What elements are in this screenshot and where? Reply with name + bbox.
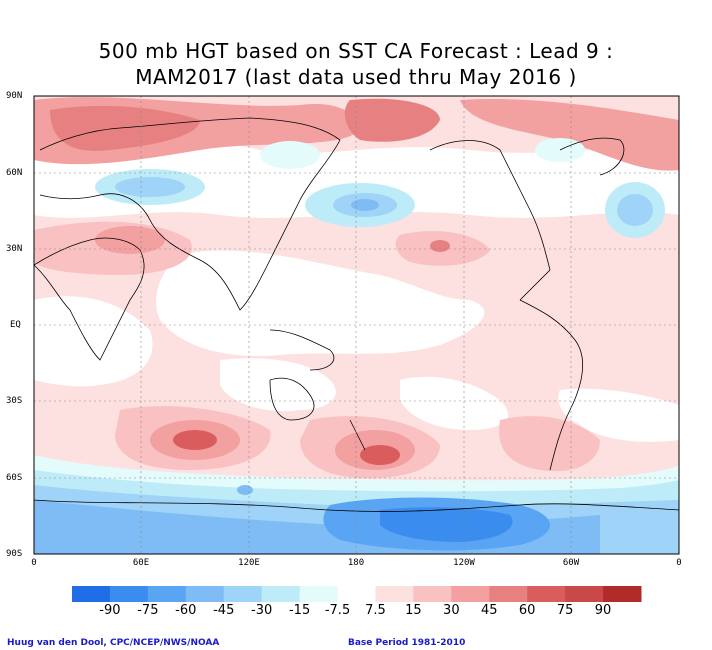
colorbar-swatch xyxy=(489,586,528,602)
colorbar-swatch xyxy=(299,586,339,602)
lat-label-60n: 60N xyxy=(6,168,23,178)
lon-label-120e: 120E xyxy=(238,558,260,568)
colorbar-tick-label: -30 xyxy=(251,603,273,618)
map-title-line1: 500 mb HGT based on SST CA Forecast : Le… xyxy=(98,39,614,63)
lon-label-180: 180 xyxy=(347,558,365,568)
lat-label-30n: 30N xyxy=(6,244,23,254)
colorbar-swatch xyxy=(451,586,490,602)
footer-credit: Huug van den Dool, CPC/NCEP/NWS/NOAA xyxy=(7,638,220,648)
colorbar-swatch xyxy=(223,586,263,602)
colorbar-tick-label: -90 xyxy=(99,603,121,618)
colorbar-swatch xyxy=(527,586,566,602)
graticule xyxy=(34,96,679,554)
colorbar-tick-label: 15 xyxy=(405,603,422,618)
colorbar-swatch xyxy=(72,586,111,602)
colorbar-tick-label: -15 xyxy=(288,603,311,618)
lon-label-0-right: 0 xyxy=(676,558,682,568)
colorbar-swatch xyxy=(375,586,414,602)
colorbar-swatch xyxy=(147,586,187,602)
colorbar-tick-label: 90 xyxy=(594,603,612,618)
colorbar-tick-label: 7.5 xyxy=(365,603,386,618)
lat-label-30s: 30S xyxy=(6,396,23,406)
colorbar-tick-label: -7.5 xyxy=(324,603,351,618)
lon-label-0: 0 xyxy=(31,558,37,568)
colorbar-tick-label: 75 xyxy=(556,603,574,618)
colorbar xyxy=(72,586,642,602)
lat-label-90s: 90S xyxy=(6,549,23,559)
colorbar-swatch xyxy=(603,586,642,602)
footer-base-period: Base Period 1981-2010 xyxy=(348,638,466,648)
colorbar-tick-label: -75 xyxy=(137,603,159,618)
colorbar-swatch xyxy=(261,586,301,602)
colorbar-swatch xyxy=(565,586,604,602)
lon-label-120w: 120W xyxy=(453,558,475,568)
lat-label-90n: 90N xyxy=(6,91,23,101)
lat-label-60s: 60S xyxy=(6,473,23,483)
lon-label-60w: 60W xyxy=(562,558,580,568)
map-title-line2: MAM2017 (last data used thru May 2016 ) xyxy=(135,65,577,89)
colorbar-tick-label: 45 xyxy=(480,603,498,618)
lon-label-60e: 60E xyxy=(132,558,150,568)
colorbar-swatch xyxy=(413,586,452,602)
lat-label-eq: EQ xyxy=(10,320,21,330)
colorbar-tick-label: 60 xyxy=(518,603,536,618)
coastlines xyxy=(34,117,679,512)
colorbar-tick-label: 30 xyxy=(443,603,460,618)
colorbar-swatch xyxy=(185,586,225,602)
colorbar-swatch xyxy=(109,586,149,602)
colorbar-tick-label: -60 xyxy=(175,603,197,618)
map-frame xyxy=(33,95,680,555)
colorbar-swatch xyxy=(337,586,376,602)
colorbar-tick-label: -45 xyxy=(213,603,235,618)
anomaly-field xyxy=(34,96,679,554)
